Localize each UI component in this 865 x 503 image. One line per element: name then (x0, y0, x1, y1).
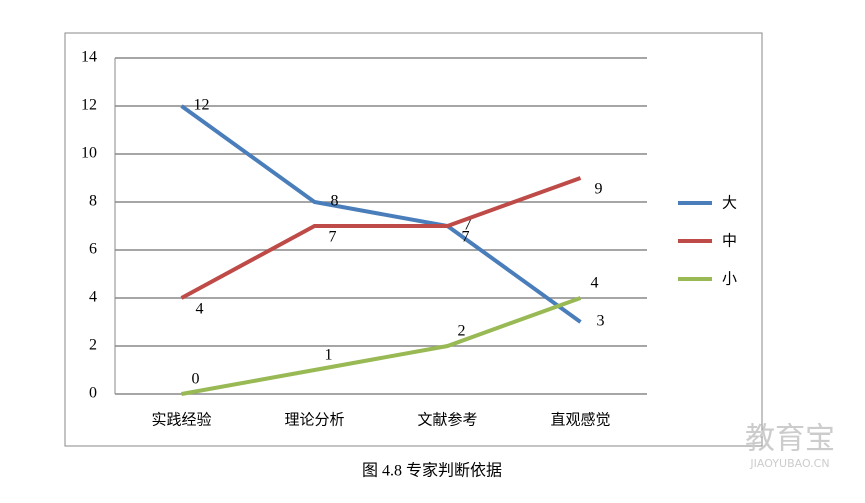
data-label: 7 (462, 229, 470, 246)
legend-label: 中 (722, 232, 737, 250)
x-tick-label: 文献参考 (417, 411, 477, 429)
data-label: 0 (192, 371, 200, 388)
watermark-site: JIAOYUBAO.CN (749, 457, 829, 470)
x-tick-label: 理论分析 (284, 411, 344, 429)
data-label: 4 (591, 275, 599, 292)
y-tick-label: 12 (81, 97, 97, 114)
data-label: 12 (194, 97, 210, 114)
legend-label: 小 (722, 270, 737, 288)
series-line (180, 104, 582, 324)
data-label: 7 (464, 217, 472, 234)
y-tick-label: 6 (89, 241, 97, 258)
watermark-brand: 教育宝 (745, 422, 835, 457)
chart-frame (64, 32, 763, 447)
series-line (180, 176, 582, 300)
data-label: 2 (458, 323, 466, 340)
y-tick-label: 2 (89, 337, 97, 354)
x-tick-label: 实践经验 (151, 411, 211, 429)
data-label: 3 (597, 313, 605, 330)
data-label: 4 (196, 301, 204, 318)
data-label: 8 (331, 193, 339, 210)
caption: 图 4.8 专家判断依据 (362, 462, 502, 480)
y-tick-label: 8 (89, 193, 97, 210)
legend-label: 大 (722, 194, 737, 212)
data-label: 1 (325, 347, 333, 364)
y-tick-label: 14 (81, 49, 97, 66)
data-label: 9 (595, 181, 603, 198)
data-label: 7 (329, 229, 337, 246)
y-tick-label: 10 (81, 145, 97, 162)
y-tick-label: 4 (89, 289, 97, 306)
series-line (181, 296, 582, 396)
y-tick-label: 0 (89, 385, 97, 402)
x-tick-label: 直观感觉 (550, 411, 610, 429)
